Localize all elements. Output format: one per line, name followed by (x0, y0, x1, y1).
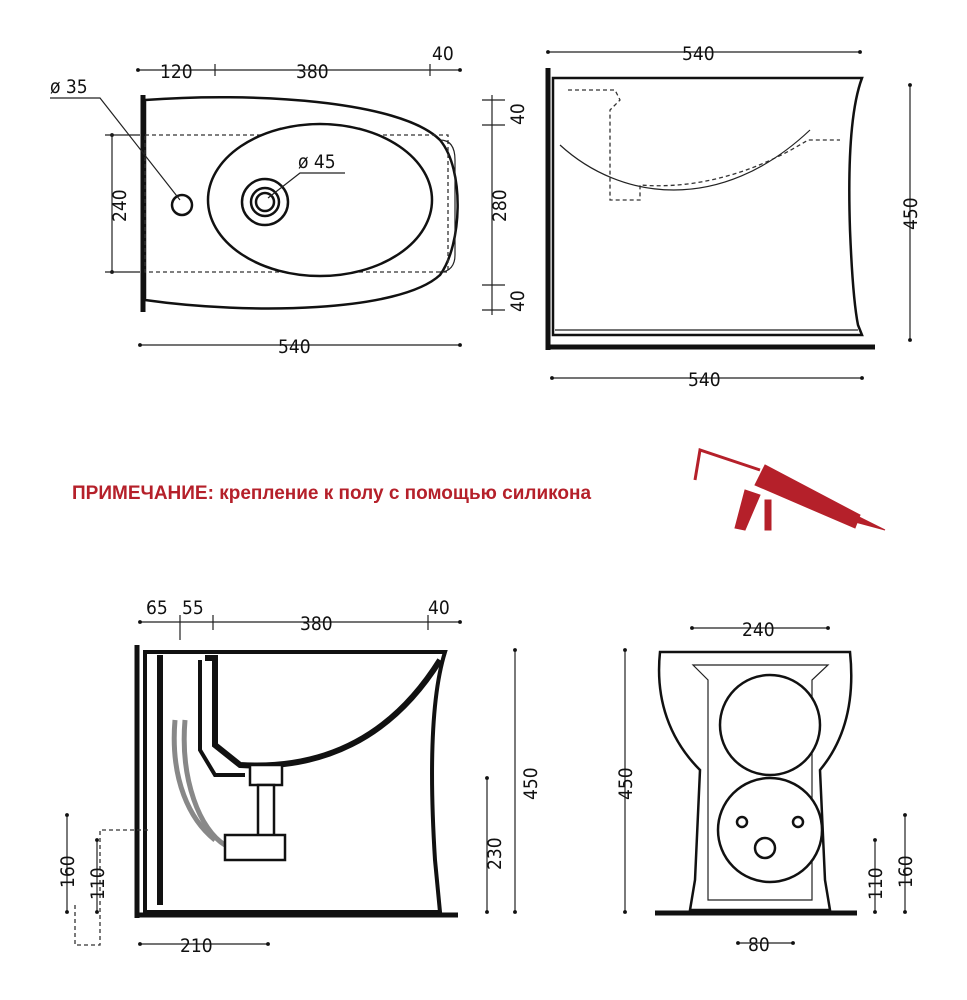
dim-540-top: 540 (682, 43, 715, 65)
dim-120: 120 (160, 61, 193, 83)
section-view: 65 55 380 40 450 230 160 110 210 (57, 597, 542, 957)
dim-230: 230 (484, 837, 506, 870)
dim-40: 40 (432, 43, 454, 65)
dim-160: 160 (895, 855, 917, 888)
dim-540-bottom: 540 (688, 369, 721, 391)
note-text: ПРИМЕЧАНИЕ: крепление к полу с помощью с… (72, 483, 591, 504)
bidet-section-outline (143, 650, 448, 914)
dim-110: 110 (865, 867, 887, 900)
dim-450: 450 (900, 197, 922, 230)
dim-380: 380 (300, 613, 333, 635)
dim-380: 380 (296, 61, 329, 83)
dim-110: 110 (87, 867, 109, 900)
dim-540: 540 (278, 336, 311, 358)
dim-210: 210 (180, 935, 213, 957)
rear-view: 240 450 110 160 80 (615, 619, 917, 956)
dim-240: 240 (109, 189, 131, 222)
dim-450: 450 (615, 767, 637, 800)
side-view: 540 540 40 280 40 450 (482, 43, 922, 391)
dim-drain-diameter: ø 45 (298, 151, 336, 173)
tap-hole (170, 193, 194, 217)
dim-hole-diameter: ø 35 (50, 76, 88, 98)
dim-40-bottom: 40 (507, 290, 529, 312)
dim-40-top: 40 (507, 103, 529, 125)
dim-40: 40 (428, 597, 450, 619)
bidet-outline-side (551, 76, 864, 337)
silicone-note: ПРИМЕЧАНИЕ: крепление к полу с помощью с… (72, 448, 886, 531)
silicone-gun-icon (693, 448, 886, 531)
dim-450: 450 (520, 767, 542, 800)
top-view: 120 380 40 ø 35 ø 45 240 540 (50, 43, 462, 358)
dim-280: 280 (489, 189, 511, 222)
dim-160: 160 (57, 855, 79, 888)
dim-65: 65 (146, 597, 168, 619)
dim-80: 80 (748, 934, 770, 956)
dim-240: 240 (742, 619, 775, 641)
dim-55: 55 (182, 597, 204, 619)
basin-outline (206, 122, 434, 278)
